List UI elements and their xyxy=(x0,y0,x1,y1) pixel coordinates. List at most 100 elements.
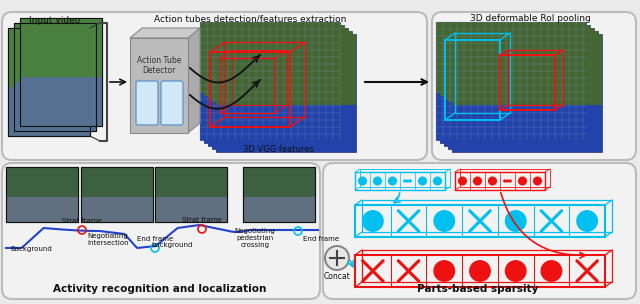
Bar xyxy=(14,23,96,131)
Circle shape xyxy=(504,180,506,182)
Bar xyxy=(216,105,356,152)
FancyBboxPatch shape xyxy=(2,12,427,160)
Bar xyxy=(444,28,594,146)
Bar xyxy=(440,96,590,143)
Bar xyxy=(204,96,344,143)
Text: Action Tube
Detector: Action Tube Detector xyxy=(137,56,181,75)
Circle shape xyxy=(534,177,541,185)
Bar xyxy=(440,25,590,143)
Circle shape xyxy=(506,211,526,231)
Text: Background: Background xyxy=(10,246,52,252)
Circle shape xyxy=(518,177,526,185)
Circle shape xyxy=(434,177,442,185)
Bar xyxy=(8,28,90,88)
Bar xyxy=(208,28,348,99)
Polygon shape xyxy=(130,28,200,38)
Bar xyxy=(204,25,344,143)
Circle shape xyxy=(506,261,526,281)
Bar xyxy=(444,99,594,146)
FancyBboxPatch shape xyxy=(2,163,320,299)
Bar xyxy=(14,82,96,131)
Text: Negotiating
pedestrian
crossing: Negotiating pedestrian crossing xyxy=(235,228,275,248)
Circle shape xyxy=(358,177,366,185)
Bar xyxy=(455,172,545,190)
Bar xyxy=(448,102,598,149)
Circle shape xyxy=(489,177,497,185)
Bar xyxy=(130,38,188,133)
Bar xyxy=(20,18,102,126)
Text: Action tubes detection/features extraction: Action tubes detection/features extracti… xyxy=(154,14,346,23)
Text: Input video: Input video xyxy=(29,16,81,25)
Bar xyxy=(243,167,315,197)
Bar xyxy=(208,99,348,146)
Bar xyxy=(204,25,344,96)
Bar xyxy=(212,31,352,149)
Bar xyxy=(200,22,340,140)
Text: Strat frame: Strat frame xyxy=(62,218,102,224)
Bar xyxy=(436,22,586,93)
Bar xyxy=(8,28,90,136)
Circle shape xyxy=(388,177,396,185)
Circle shape xyxy=(509,180,511,182)
Bar xyxy=(200,93,340,140)
Bar xyxy=(155,167,227,222)
Circle shape xyxy=(577,211,597,231)
Circle shape xyxy=(506,180,508,182)
Bar xyxy=(243,167,315,222)
Text: Concat: Concat xyxy=(324,272,350,281)
Bar xyxy=(81,167,153,222)
Circle shape xyxy=(419,177,426,185)
FancyBboxPatch shape xyxy=(136,81,158,125)
Circle shape xyxy=(474,177,481,185)
Bar xyxy=(355,205,605,237)
Bar xyxy=(362,200,612,232)
Text: Activity recognition and localization: Activity recognition and localization xyxy=(53,284,267,294)
Circle shape xyxy=(470,261,490,281)
Bar xyxy=(6,167,78,222)
Bar xyxy=(436,22,586,140)
Bar xyxy=(452,34,602,105)
Bar xyxy=(448,31,598,102)
Text: Parts-based sparsity: Parts-based sparsity xyxy=(417,284,539,294)
Bar xyxy=(355,255,605,287)
Text: Strat frame: Strat frame xyxy=(182,217,222,223)
Bar xyxy=(216,34,356,152)
Bar xyxy=(155,167,227,197)
Bar xyxy=(460,169,550,187)
Bar xyxy=(14,23,96,82)
Circle shape xyxy=(406,180,408,182)
Circle shape xyxy=(409,180,411,182)
Text: 3D deformable RoI pooling: 3D deformable RoI pooling xyxy=(470,14,590,23)
Bar xyxy=(155,167,227,222)
Bar xyxy=(212,31,352,102)
Bar xyxy=(216,34,356,105)
Bar xyxy=(155,197,227,222)
Bar xyxy=(20,18,102,126)
Bar xyxy=(6,197,78,222)
Circle shape xyxy=(434,211,454,231)
Circle shape xyxy=(404,180,406,182)
Bar xyxy=(355,172,445,190)
Circle shape xyxy=(325,246,349,270)
Circle shape xyxy=(541,261,562,281)
Bar xyxy=(440,25,590,96)
Text: Negotiating
intersection: Negotiating intersection xyxy=(87,233,129,246)
Circle shape xyxy=(374,177,381,185)
Bar xyxy=(8,28,90,136)
Bar xyxy=(444,28,594,99)
FancyBboxPatch shape xyxy=(432,12,636,160)
Text: 3D VGG features: 3D VGG features xyxy=(243,145,314,154)
Bar xyxy=(243,197,315,222)
Bar xyxy=(448,31,598,149)
Bar xyxy=(8,88,90,136)
Bar xyxy=(81,167,153,222)
Bar xyxy=(6,167,78,222)
FancyBboxPatch shape xyxy=(323,163,636,299)
Text: background: background xyxy=(151,242,193,248)
Bar xyxy=(452,34,602,152)
Circle shape xyxy=(459,177,467,185)
Bar xyxy=(6,167,78,197)
Bar xyxy=(436,93,586,140)
Polygon shape xyxy=(188,28,200,133)
Bar xyxy=(243,167,315,222)
